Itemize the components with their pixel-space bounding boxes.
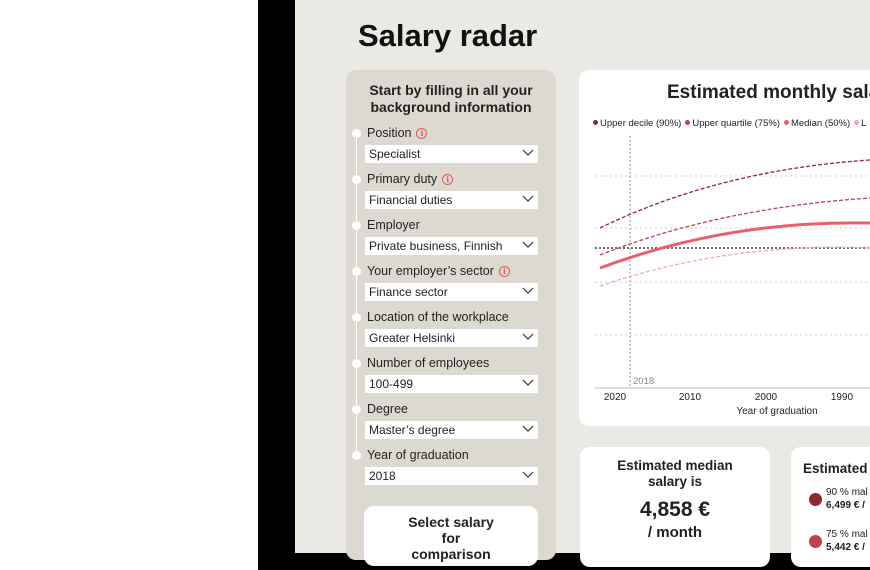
field-label-text: Location of the workplace: [367, 310, 509, 324]
dropdown[interactable]: Master’s degree: [365, 421, 538, 439]
legend-label: L: [861, 118, 867, 129]
item-value: 6,499 € /: [826, 500, 865, 511]
dropdown-value: Greater Helsinki: [369, 331, 456, 345]
upper-decile-curve: [599, 159, 870, 229]
chart-title: Estimated monthly sala: [667, 82, 870, 103]
chevron: [522, 333, 534, 340]
field-label-text: Degree: [367, 402, 408, 416]
legend-item: Upper decile (90%): [593, 118, 681, 129]
lower-curve: [599, 246, 870, 287]
info-icon[interactable]: ℹ: [498, 266, 510, 277]
legend-dot: [854, 120, 860, 125]
x-tick-label: 2020: [604, 392, 627, 403]
chevron: [522, 287, 534, 294]
legend-item: Median (50%): [783, 118, 851, 129]
chevron: [522, 425, 534, 432]
legend-item: Upper quartile (75%): [685, 118, 780, 129]
timeline-dot: [352, 451, 361, 460]
field-label: Location of the workplace: [367, 310, 509, 324]
dropdown-value: Specialist: [369, 147, 421, 161]
compare-text: Select salary for comparison: [408, 514, 494, 562]
timeline: [356, 132, 357, 458]
legend: Upper decile (90%) Upper quartile (75%) Me…: [593, 118, 870, 129]
dropdown[interactable]: Greater Helsinki: [365, 329, 538, 347]
form-heading: Start by filling in all your background …: [369, 82, 533, 115]
item-label: 75 % mal: [826, 529, 868, 540]
chevron: [522, 379, 534, 386]
field-label-text: Primary duty: [367, 172, 438, 186]
x-tick-label: 2010: [679, 392, 702, 403]
field-label: Degree: [367, 402, 408, 416]
info-icon[interactable]: ℹ: [416, 128, 428, 139]
field-label: Number of employees: [367, 356, 489, 370]
marker-label: 2018: [633, 376, 654, 387]
field-label: Primary duty ℹ: [367, 172, 454, 186]
field-label: Employer: [367, 218, 420, 232]
chart: 2018 2020 2010 2000 1990 Year of graduat…: [595, 136, 870, 417]
chevron: [522, 195, 534, 202]
field-label-text: Your employer’s sector: [367, 264, 494, 278]
distribution-heading: Estimated: [803, 461, 868, 476]
field-label-text: Number of employees: [367, 356, 490, 370]
distribution-card: Estimated 90 % mal 6,499 € / 75 % mal 5,…: [791, 447, 870, 567]
median-value: 4,858 €: [639, 498, 711, 521]
timeline-dot: [352, 359, 361, 368]
timeline-dot: [352, 175, 361, 184]
dropdown-value: Master’s degree: [369, 423, 456, 437]
field-label: Position ℹ: [367, 126, 428, 140]
chevron: [522, 241, 534, 248]
legend-label: Upper quartile (75%): [692, 118, 780, 129]
legend-dot: [809, 493, 822, 506]
dropdown-value: Financial duties: [369, 193, 453, 207]
legend-label: Upper decile (90%): [600, 118, 682, 129]
dropdown-value: Finance sector: [369, 285, 448, 299]
dropdown[interactable]: Private business, Finnish: [365, 237, 538, 255]
dropdown-value: 100-499: [369, 377, 414, 391]
compare-button[interactable]: Select salary for comparison: [364, 506, 538, 566]
x-tick-label: 1990: [831, 392, 854, 403]
item-value: 5,442 € /: [826, 542, 865, 553]
timeline-dot: [352, 129, 361, 138]
timeline-dot: [352, 405, 361, 414]
legend-label: Median (50%): [790, 118, 851, 129]
info-icon[interactable]: ℹ: [442, 174, 454, 185]
field-label-text: Position: [367, 126, 412, 140]
dropdown-value: Private business, Finnish: [369, 239, 503, 253]
timeline-dot: [352, 313, 361, 322]
x-axis-label: Year of graduation: [736, 406, 817, 417]
median-card: Estimated median salary is 4,858 € / mon…: [580, 447, 770, 567]
timeline-dot: [352, 221, 361, 230]
legend-item: L: [854, 118, 866, 129]
legend-dot: [809, 535, 822, 548]
field-label-text: Year of graduation: [367, 448, 469, 462]
upper-quartile-curve: [599, 197, 870, 256]
grid: [595, 175, 870, 389]
legend-dot: [685, 120, 691, 125]
timeline-dot: [352, 267, 361, 276]
median-unit: / month: [647, 524, 703, 541]
median-heading: Estimated median salary is: [617, 458, 733, 489]
dropdown[interactable]: Finance sector: [365, 283, 538, 301]
field-label-text: Employer: [367, 218, 420, 232]
page-title: Salary radar: [358, 18, 538, 53]
device-frame: [258, 0, 295, 570]
field-label: Year of graduation: [367, 448, 469, 462]
dropdown[interactable]: 100-499: [365, 375, 538, 393]
chart-card: Estimated monthly sala Upper decile (90%…: [579, 70, 870, 426]
dropdown[interactable]: 2018: [365, 467, 538, 485]
dropdown[interactable]: Financial duties: [365, 191, 538, 209]
field-label: Your employer’s sector ℹ: [367, 264, 510, 278]
chevron: [522, 149, 534, 156]
legend-dot: [783, 120, 789, 125]
item-label: 90 % mal: [826, 487, 868, 498]
form-panel: Start by filling in all your background …: [346, 70, 556, 566]
chevron: [522, 471, 534, 478]
dropdown-value: 2018: [369, 469, 396, 483]
x-tick-label: 2000: [755, 392, 778, 403]
legend-dot: [593, 120, 598, 125]
dropdown[interactable]: Specialist: [365, 145, 538, 163]
median-curve: [599, 221, 870, 270]
